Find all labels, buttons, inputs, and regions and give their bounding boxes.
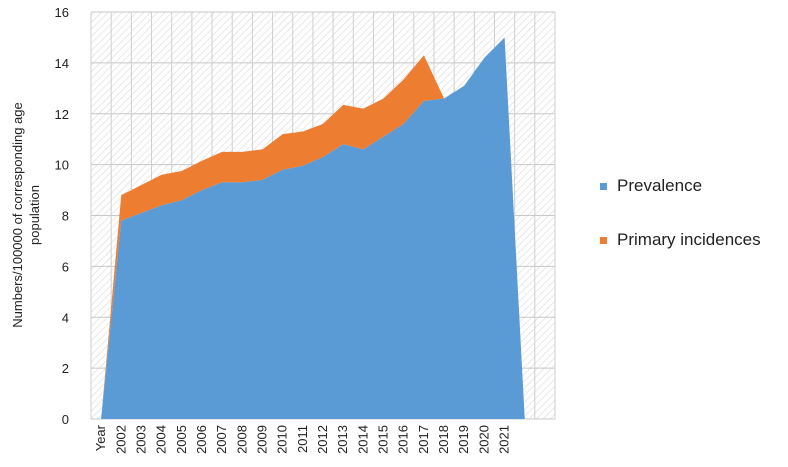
y-tick-label-4: 4	[62, 310, 69, 325]
x-tick-label-2004: 2004	[154, 425, 169, 454]
x-tick-label-year: Year	[93, 424, 108, 451]
x-tick-label-2011: 2011	[295, 425, 310, 453]
y-tick-label-14: 14	[55, 56, 69, 71]
x-tick-label-2006: 2006	[194, 425, 209, 454]
y-axis-label-line2: population	[27, 185, 42, 245]
y-tick-label-16: 16	[55, 5, 69, 20]
legend-swatch-prevalence	[600, 182, 607, 190]
legend-swatch-primary-incidences	[600, 236, 607, 244]
x-tick-label-2018: 2018	[436, 425, 451, 454]
y-tick-label-8: 8	[62, 209, 69, 224]
y-axis-label-line1: Numbers/100000 of corresponding age	[10, 102, 25, 327]
legend-label-prevalence: Prevalence	[617, 176, 703, 195]
x-tick-label-2014: 2014	[355, 425, 370, 454]
x-tick-label-2009: 2009	[254, 425, 269, 454]
x-tick-label-2016: 2016	[396, 425, 411, 454]
x-tick-label-2003: 2003	[133, 425, 148, 454]
y-tick-label-12: 12	[55, 107, 69, 122]
y-tick-label-2: 2	[62, 361, 69, 376]
x-tick-label-2021: 2021	[497, 425, 512, 454]
y-tick-label-10: 10	[55, 158, 69, 173]
x-tick-label-2010: 2010	[275, 425, 290, 454]
x-tick-label-2019: 2019	[456, 425, 471, 454]
x-tick-label-2002: 2002	[113, 425, 128, 454]
y-tick-label-6: 6	[62, 259, 69, 274]
x-tick-label-2012: 2012	[315, 425, 330, 454]
x-tick-label-2015: 2015	[376, 425, 391, 454]
legend: Prevalence Primary incidences	[600, 172, 761, 280]
x-tick-label-2013: 2013	[335, 425, 350, 454]
x-tick-label-2020: 2020	[476, 425, 491, 454]
legend-label-primary-incidences: Primary incidences	[617, 230, 761, 249]
x-tick-label-2008: 2008	[234, 425, 249, 454]
x-axis: Year 2002 2003 2004 2005 2006 2007 2008 2009 2010…	[93, 424, 511, 454]
y-tick-label-0: 0	[62, 412, 69, 427]
legend-item-prevalence: Prevalence	[600, 172, 761, 200]
x-tick-label-2017: 2017	[416, 425, 431, 454]
areas	[101, 37, 525, 419]
area-prevalence	[101, 37, 525, 419]
y-axis: 0 2 4 6 8 10 12 14 16	[55, 5, 69, 427]
x-tick-label-2005: 2005	[174, 425, 189, 454]
x-tick-label-2007: 2007	[214, 425, 229, 454]
legend-item-primary-incidences: Primary incidences	[600, 226, 761, 254]
